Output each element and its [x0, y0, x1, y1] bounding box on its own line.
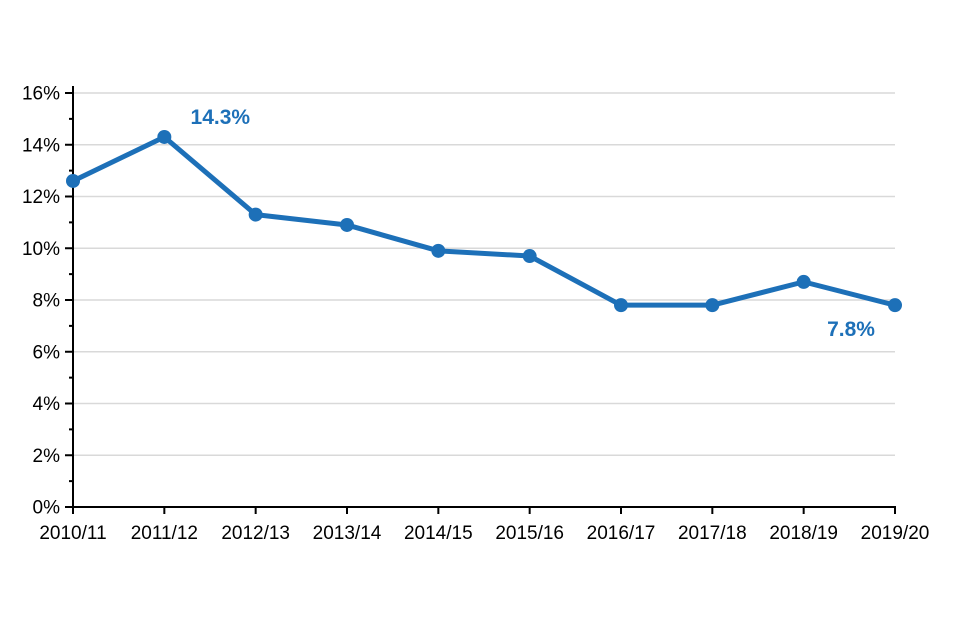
x-tick-label: 2018/19	[769, 523, 838, 544]
y-tick-label: 10%	[22, 239, 60, 260]
data-label: 14.3%	[191, 106, 251, 129]
y-tick-label: 14%	[22, 135, 60, 156]
x-tick-label: 2019/20	[861, 523, 930, 544]
series-group	[66, 129, 902, 313]
data-point-marker	[157, 129, 172, 144]
data-point-marker	[66, 173, 80, 188]
gridlines-group	[73, 92, 895, 456]
data-point-marker	[340, 217, 354, 232]
x-tick-label: 2017/18	[678, 523, 747, 544]
data-label: 7.8%	[827, 318, 875, 341]
y-tick-label: 0%	[33, 498, 61, 519]
y-tick-label: 16%	[22, 84, 60, 105]
series-line	[70, 134, 898, 308]
data-point-marker	[522, 249, 537, 264]
x-tick-label: 2014/15	[404, 523, 473, 544]
x-tick-label: 2010/11	[39, 523, 106, 544]
y-tick-label: 2%	[33, 446, 61, 467]
data-point-marker	[705, 298, 720, 313]
x-tick-label: 2015/16	[495, 523, 564, 544]
data-point-marker	[888, 298, 902, 313]
x-tick-label: 2011/12	[131, 523, 198, 544]
axes-group	[65, 86, 896, 514]
data-point-marker	[796, 274, 811, 289]
y-tick-label: 8%	[33, 291, 61, 312]
x-tick-label: 2012/13	[221, 523, 290, 544]
labels-group: 0% 2% 4% 6% 8% 10% 12% 14% 16% 2010/11 2011/12 2012…	[22, 84, 929, 544]
y-tick-label: 6%	[33, 342, 61, 363]
y-tick-label: 12%	[22, 187, 60, 208]
data-point-marker	[431, 243, 446, 258]
data-point-marker	[614, 298, 628, 313]
data-point-marker	[248, 207, 263, 222]
y-tick-label: 4%	[33, 394, 61, 415]
x-tick-label: 2016/17	[587, 523, 656, 544]
x-tick-label: 2013/14	[313, 523, 382, 544]
